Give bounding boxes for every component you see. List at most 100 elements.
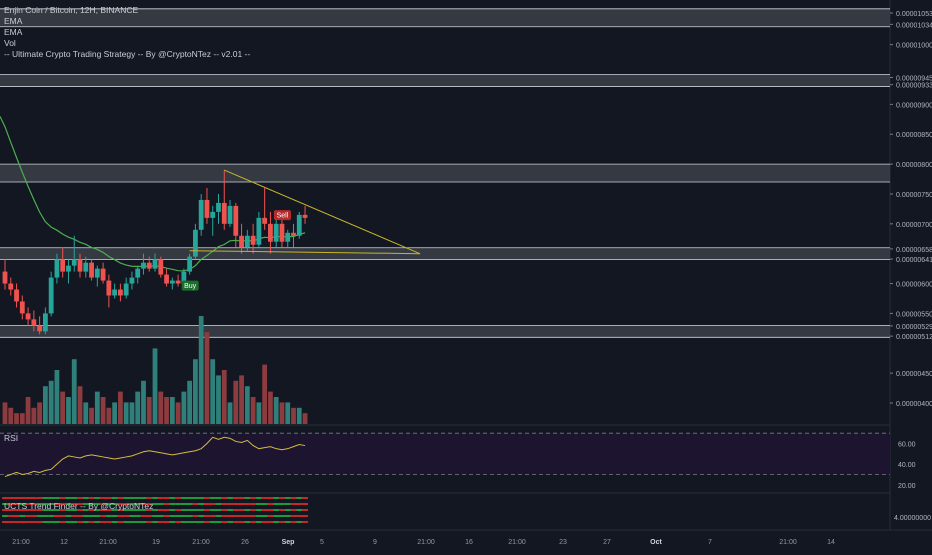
trend-finder-bar	[30, 509, 37, 511]
trend-finder-bar	[42, 497, 49, 499]
candle-body	[204, 199, 210, 218]
trend-finder-bar	[302, 503, 309, 505]
trend-finder-bar	[232, 509, 239, 511]
trend-finder-bar	[129, 497, 135, 499]
volume-bar	[100, 397, 106, 424]
trend-finder-bar	[123, 497, 130, 499]
trend-finder-bar	[152, 497, 159, 499]
candle-body	[66, 265, 71, 272]
trend-finder-bar	[82, 503, 89, 505]
trend-finder-bar	[82, 497, 89, 499]
volume-bar	[89, 407, 94, 424]
time-tick-label: 7	[708, 539, 712, 546]
price-tick-label: 0.00001053	[896, 11, 932, 18]
trend-finder-bar	[244, 497, 251, 499]
trend-finder-bar	[65, 515, 72, 517]
candle-body	[77, 259, 83, 272]
time-tick-label: 19	[152, 539, 160, 546]
trend-finder-bar	[7, 515, 14, 517]
candle-body	[193, 229, 198, 257]
trend-finder-bar	[296, 503, 303, 505]
trend-finder-bar	[273, 521, 280, 523]
volume-bar	[204, 332, 210, 424]
trend-finder-bar	[227, 515, 234, 517]
trend-finder-bar	[117, 503, 124, 505]
volume-bar	[42, 386, 48, 424]
trend-finder-bar	[261, 497, 268, 499]
trend-finder-bar	[255, 515, 262, 517]
indicator-ema-2[interactable]: EMA	[4, 27, 23, 37]
indicator-volume[interactable]: Vol	[4, 38, 16, 48]
candle-body	[279, 223, 285, 242]
trend-finder-bar	[296, 515, 303, 517]
chart-title: Enjin Coin / Bitcoin, 12H, BINANCE	[4, 5, 139, 15]
volume-bar	[210, 359, 216, 424]
trend-finder-bar	[209, 515, 216, 517]
trend-finder-bar	[36, 521, 43, 523]
volume-bar	[37, 402, 43, 424]
trend-finder-bar	[59, 521, 66, 523]
volume-bar	[77, 386, 83, 424]
price-tick-label: 0.00000850	[896, 132, 932, 139]
trend-finder-bar	[215, 497, 222, 499]
trend-finder-bar	[232, 503, 239, 505]
trend-finder-bar	[42, 503, 49, 505]
indicator-ema-1[interactable]: EMA	[4, 16, 23, 26]
candle-body	[94, 268, 100, 278]
volume-bar	[256, 402, 262, 424]
trend-finder-bar	[255, 497, 262, 499]
trend-finder-bar	[169, 521, 176, 523]
trend-finder-bar	[146, 521, 153, 523]
trend-finder-bar	[180, 509, 187, 511]
volume-bar	[158, 391, 164, 424]
trend-finder-bar	[192, 515, 199, 517]
trend-finder-bar	[232, 497, 239, 499]
trend-finder-bar	[134, 497, 141, 499]
trend-finder-bar	[267, 497, 274, 499]
trend-finder-bar	[7, 521, 14, 523]
rsi-pane-label[interactable]: RSI	[4, 433, 19, 443]
time-tick-label: 16	[465, 539, 473, 546]
candle-body	[181, 271, 187, 284]
trend-finder-bar	[42, 515, 49, 517]
trend-finder-bar	[13, 515, 20, 517]
trend-finder-bar	[123, 521, 130, 523]
trend-finder-bar	[140, 497, 147, 499]
trend-finder-bar	[77, 509, 84, 511]
trend-finder-bar	[198, 503, 205, 505]
trend-finder-bar	[255, 521, 262, 523]
trend-finder-bar	[19, 497, 26, 499]
volume-bar	[239, 375, 244, 424]
trend-finder-bar	[77, 503, 84, 505]
trend-finder-bar	[134, 509, 141, 511]
trend-finder-bar	[180, 503, 187, 505]
sell-signal-badge	[273, 210, 291, 221]
volume-bar	[60, 391, 66, 424]
trend-finder-bar	[13, 497, 20, 499]
trend-finder-bar	[157, 509, 164, 511]
trend-finder-bar	[65, 503, 72, 505]
rsi-tick-label: 60.00	[898, 442, 916, 449]
triangle-lower-trendline	[189, 250, 421, 255]
time-tick-label: 27	[603, 539, 611, 546]
trend-finder-bar	[157, 521, 164, 523]
candle-body	[239, 235, 244, 248]
candle-body	[256, 217, 262, 245]
volume-bar	[31, 407, 37, 424]
trend-finder-bar	[134, 515, 141, 517]
trend-finder-bar	[273, 503, 280, 505]
volume-bar	[54, 370, 60, 424]
trend-finder-bar	[42, 509, 49, 511]
trend-finder-bar	[59, 509, 66, 511]
indicator-ucts-strategy[interactable]: -- Ultimate Crypto Trading Strategy -- B…	[4, 49, 251, 59]
trend-finder-bar	[105, 521, 112, 523]
trend-finder-bar	[221, 503, 228, 505]
trend-finder-bar	[140, 515, 147, 517]
trend-finder-bar	[250, 503, 257, 505]
trend-pane-label[interactable]: UCTS Trend Finder -- By @CryptoNTez	[4, 501, 154, 511]
volume-bar	[302, 413, 308, 424]
candle-body	[169, 280, 175, 284]
trend-finder-bar	[227, 503, 234, 505]
trend-finder-bar	[2, 509, 8, 511]
